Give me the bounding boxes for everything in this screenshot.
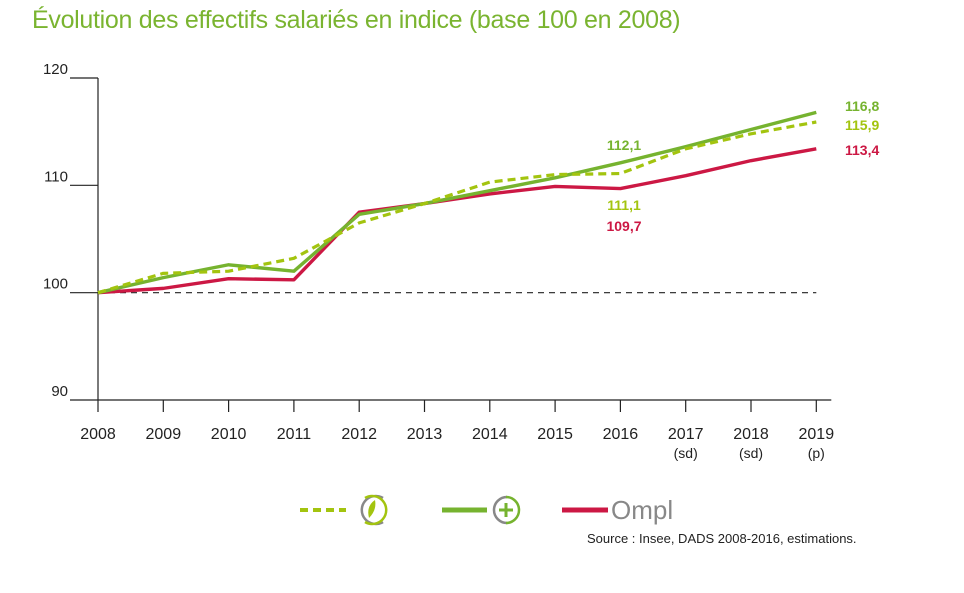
x-tick-label: 2012 xyxy=(341,426,377,443)
x-tick-sublabel: (sd) xyxy=(674,445,698,461)
data-label-sante: 111,1 xyxy=(607,197,641,213)
data-label-ompl: 113,4 xyxy=(845,142,879,158)
series-line-sante xyxy=(97,120,817,295)
x-tick-label: 2014 xyxy=(472,426,508,443)
x-tick-label: 2019 xyxy=(799,426,835,443)
x-tick-label: 2010 xyxy=(211,426,247,443)
data-label-plus: 112,1 xyxy=(607,137,641,153)
y-tick-label: 100 xyxy=(43,276,68,293)
x-tick-label: 2009 xyxy=(146,426,182,443)
x-tick-label: 2018 xyxy=(733,426,769,443)
x-tick-sublabel: (sd) xyxy=(739,445,763,461)
ompl-logo: Ompl xyxy=(611,495,673,525)
x-tick-label: 2013 xyxy=(407,426,443,443)
y-tick-label: 110 xyxy=(44,168,68,185)
series-line-plus xyxy=(97,110,817,295)
leaf-shape xyxy=(368,500,376,518)
x-tick-label: 2015 xyxy=(537,426,573,443)
x-tick-sublabel: (p) xyxy=(808,445,825,461)
data-label-sante: 115,9 xyxy=(845,117,879,133)
x-tick-label: 2011 xyxy=(277,426,312,443)
data-label-plus: 116,8 xyxy=(845,98,879,114)
source-note: Source : Insee, DADS 2008-2016, estimati… xyxy=(587,531,857,546)
plus-circle-icon xyxy=(492,495,508,525)
plus-circle-arc xyxy=(505,495,521,525)
x-tick-label: 2016 xyxy=(603,426,639,443)
leaf-circle-arc xyxy=(364,494,388,526)
data-label-ompl: 109,7 xyxy=(606,218,641,234)
y-tick-label: 90 xyxy=(51,383,68,400)
x-tick-label: 2008 xyxy=(80,426,116,443)
x-tick-label: 2017 xyxy=(668,426,704,443)
y-tick-label: 120 xyxy=(43,61,68,78)
chart-title: Évolution des effectifs salariés en indi… xyxy=(32,6,681,34)
